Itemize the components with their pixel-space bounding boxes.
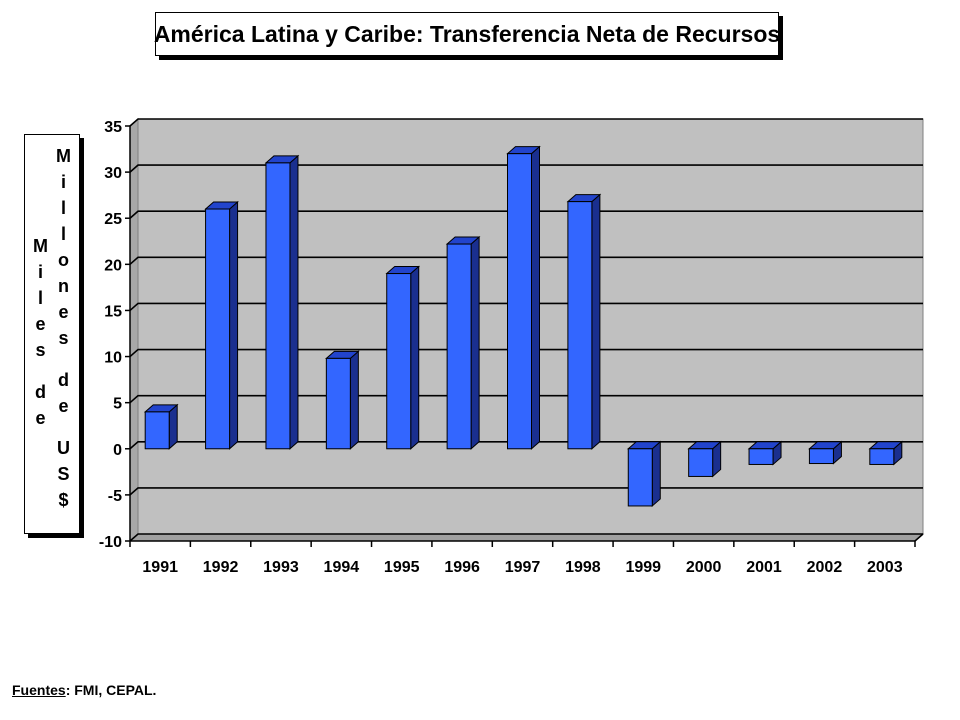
source-label: Fuentes	[12, 682, 66, 698]
gridline	[129, 487, 923, 496]
chart-title-box: América Latina y Caribe: Transferencia N…	[153, 12, 781, 56]
bar-1995	[385, 265, 421, 450]
bar-face	[808, 448, 834, 465]
x-tick-label: 2002	[807, 559, 843, 576]
x-tick-label: 1991	[142, 559, 178, 576]
bar-1997	[506, 145, 541, 450]
bar-face	[229, 200, 239, 450]
y-tick-label: 5	[113, 396, 122, 413]
gridline	[129, 440, 923, 450]
bar-1993	[264, 154, 300, 450]
bar-face	[205, 208, 231, 450]
bar-2000	[687, 440, 722, 478]
bar-face	[446, 243, 472, 450]
y-tick-label: -5	[108, 488, 122, 505]
source-note: Fuentes: FMI, CEPAL.	[12, 682, 156, 698]
x-tick-label: 2001	[746, 559, 782, 576]
bar-face	[349, 350, 359, 450]
y-tick-label: -10	[99, 534, 122, 551]
bar-face	[325, 357, 351, 450]
bar-1994	[325, 350, 360, 450]
bar-1991	[143, 403, 179, 450]
bar-face	[688, 448, 714, 477]
gridline	[129, 118, 923, 127]
bar-2003	[868, 440, 904, 466]
bar-face	[531, 145, 540, 450]
y-tick-label: 35	[104, 119, 122, 136]
gridline	[129, 210, 923, 219]
x-tick-label: 1999	[625, 559, 661, 576]
y-tick-label: 10	[104, 350, 122, 367]
x-tick-label: 2003	[867, 559, 903, 576]
chart-title: América Latina y Caribe: Transferencia N…	[153, 20, 781, 47]
bar-1992	[204, 200, 239, 450]
gridline	[129, 256, 923, 265]
y-tick-label: 15	[104, 303, 122, 320]
x-tick-label: 1998	[565, 559, 601, 576]
bar-face	[651, 440, 661, 508]
bar-2001	[747, 440, 783, 466]
bar-face	[410, 265, 420, 450]
bar-1996	[445, 235, 481, 450]
bar-face	[627, 448, 653, 507]
x-tick-label: 1997	[505, 559, 541, 576]
plot-floor	[128, 533, 925, 542]
gridline	[129, 302, 923, 312]
y-tick-label: 0	[113, 442, 122, 459]
x-tick-label: 1994	[324, 559, 360, 576]
bar-face	[507, 153, 532, 450]
bar-face	[265, 162, 291, 450]
x-axis-depth	[914, 533, 924, 542]
bar-2002	[808, 440, 843, 465]
bar-1998	[566, 193, 602, 450]
bar-face	[386, 273, 412, 450]
bar-face	[470, 235, 480, 450]
x-tick-label: 1995	[384, 559, 420, 576]
bar-face	[748, 448, 774, 465]
gridline	[129, 533, 923, 542]
y-tick-label: 25	[104, 211, 122, 228]
x-tick-label: 1992	[203, 559, 239, 576]
bar-face	[144, 411, 170, 450]
y-tick-label: 30	[104, 165, 122, 182]
x-tick-label: 1993	[263, 559, 299, 576]
x-tick-label: 2000	[686, 559, 722, 576]
plot-side-wall	[129, 117, 139, 543]
bar-face	[567, 201, 593, 450]
source-text: : FMI, CEPAL.	[65, 682, 157, 698]
gridline	[129, 348, 923, 358]
x-tick-label: 1996	[444, 559, 480, 576]
bar-1999	[626, 440, 662, 508]
y-tick-label: 20	[104, 257, 122, 274]
bar-face	[869, 448, 895, 465]
bar-face	[591, 193, 601, 450]
bar-face	[289, 154, 299, 450]
gridline	[129, 394, 923, 404]
gridline	[129, 164, 923, 173]
